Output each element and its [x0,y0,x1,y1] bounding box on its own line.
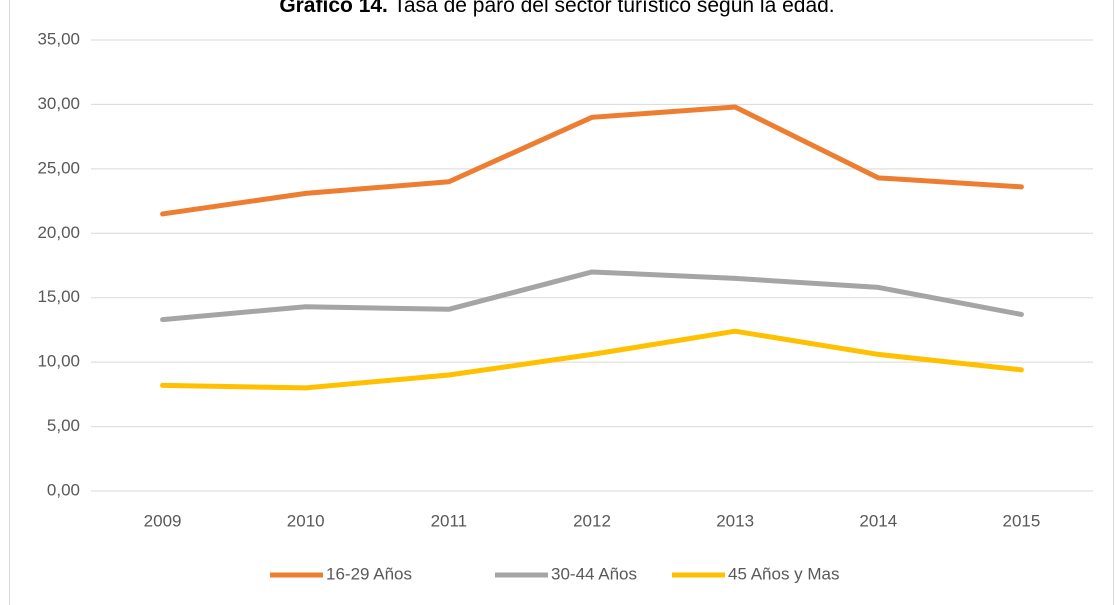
x-tick-label: 2010 [287,511,325,530]
y-tick-label: 5,00 [47,416,80,435]
x-tick-label: 2009 [144,511,182,530]
x-tick-label: 2011 [431,511,468,530]
legend-label: 45 Años y Mas [728,564,840,583]
series-line [160,328,1024,391]
y-tick-label: 35,00 [37,29,80,48]
legend-label: 30-44 Años [551,564,637,583]
y-tick-label: 0,00 [47,480,80,499]
y-tick-label: 15,00 [37,287,80,306]
chart-title-label: Gráfico 14. [279,0,388,17]
x-tick-label: 2015 [1003,511,1041,530]
y-tick-label: 20,00 [37,223,80,242]
chart-title-wrap: Gráfico 14. Tasa de paro del sector turí… [279,0,834,17]
x-tick-label: 2012 [573,511,611,530]
x-tick-label: 2014 [859,511,897,530]
chart-title: Tasa de paro del sector turístico según … [393,0,834,17]
series-line [160,269,1024,323]
y-tick-label: 30,00 [37,94,80,113]
series-line [160,104,1024,217]
y-tick-label: 25,00 [37,158,80,177]
chart-frame [9,0,1114,605]
y-tick-label: 10,00 [37,352,80,371]
legend-label: 16-29 Años [326,564,412,583]
x-tick-label: 2013 [716,511,754,530]
